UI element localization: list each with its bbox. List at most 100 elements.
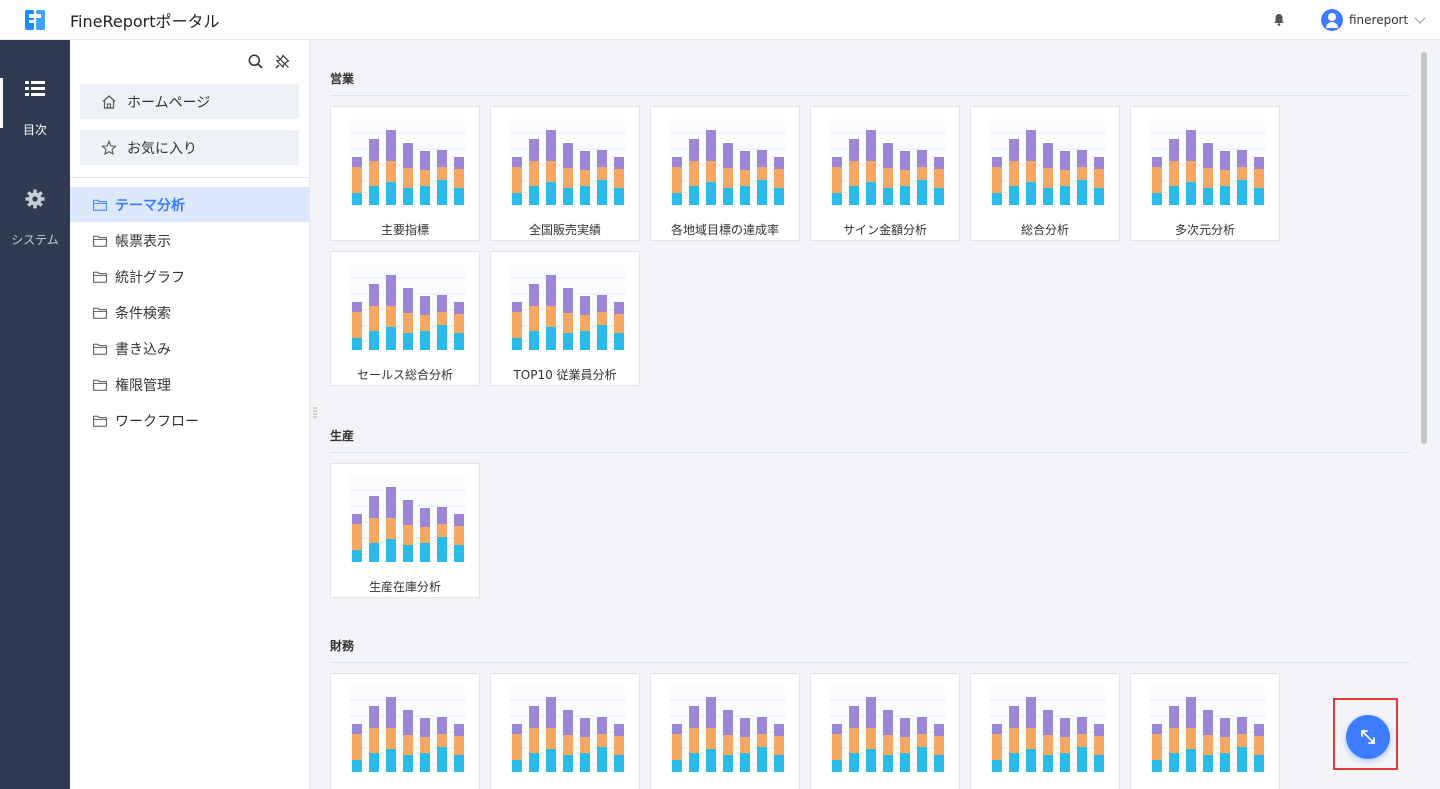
- thumbnail-bar: [386, 130, 396, 161]
- thumbnail-bar: [454, 302, 464, 314]
- thumbnail-bar: [580, 331, 590, 350]
- thumbnail-bar: [614, 169, 624, 188]
- bell-icon[interactable]: [1273, 13, 1285, 26]
- report-card[interactable]: TOP10 従業員分析: [490, 251, 640, 386]
- report-card[interactable]: [970, 673, 1120, 789]
- thumbnail-bar: [1077, 717, 1087, 734]
- thumbnail-bar: [689, 186, 699, 205]
- report-thumbnail-chart: [989, 686, 1105, 772]
- thumbnail-bar: [546, 697, 556, 728]
- thumbnail-bar: [512, 724, 522, 734]
- thumbnail-bar: [832, 760, 842, 772]
- thumbnail-bar: [883, 143, 893, 168]
- thumbnail-bar: [689, 161, 699, 186]
- unpin-icon[interactable]: [275, 54, 290, 69]
- thumbnail-bar: [672, 157, 682, 167]
- thumbnail-bar: [1169, 139, 1179, 161]
- thumbnail-bar: [723, 710, 733, 735]
- thumbnail-bar: [900, 151, 910, 170]
- quick-item-home[interactable]: ホームページ: [80, 84, 299, 119]
- section-title: 生産: [330, 429, 355, 443]
- thumbnail-bar: [1043, 710, 1053, 735]
- thumbnail-bar: [403, 525, 413, 545]
- report-card[interactable]: 多次元分析: [1130, 106, 1280, 241]
- thumbnail-bar: [512, 734, 522, 760]
- username[interactable]: finereport: [1349, 13, 1409, 27]
- folder-item[interactable]: 権限管理: [70, 367, 310, 402]
- thumbnail-bar: [512, 193, 522, 205]
- report-card-label: TOP10 従業員分析: [513, 368, 617, 382]
- report-thumbnail-chart: [509, 686, 625, 772]
- thumbnail-bar: [1043, 143, 1053, 168]
- thumbnail-bar: [563, 755, 573, 772]
- thumbnail-bar: [1077, 747, 1087, 772]
- folder-item[interactable]: ワークフロー: [70, 403, 310, 438]
- thumbnail-bar: [437, 180, 447, 205]
- thumbnail-bar: [563, 710, 573, 735]
- thumbnail-bar: [420, 718, 430, 737]
- thumbnail-bar: [437, 150, 447, 167]
- thumbnail-bar: [352, 312, 362, 338]
- report-card[interactable]: [490, 673, 640, 789]
- thumbnail-bar: [580, 151, 590, 170]
- thumbnail-bar: [723, 143, 733, 168]
- report-card[interactable]: [810, 673, 960, 789]
- thumbnail-bar: [546, 275, 556, 306]
- thumbnail-bar: [614, 724, 624, 736]
- thumbnail-bar: [386, 539, 396, 562]
- report-card[interactable]: セールス総合分析: [330, 251, 480, 386]
- thumbnail-bar: [849, 161, 859, 186]
- report-thumbnail-chart: [829, 119, 945, 205]
- report-card[interactable]: [330, 673, 480, 789]
- thumbnail-bar: [1043, 188, 1053, 205]
- folder-item[interactable]: 書き込み: [70, 331, 310, 366]
- report-card[interactable]: [1130, 673, 1280, 789]
- thumbnail-bar: [352, 550, 362, 562]
- thumbnail-bar: [1094, 157, 1104, 169]
- thumbnail-bar: [546, 130, 556, 161]
- thumbnail-bar: [369, 284, 379, 306]
- thumbnail-bar: [1203, 188, 1213, 205]
- report-card[interactable]: 主要指標: [330, 106, 480, 241]
- thumbnail-bar: [563, 333, 573, 350]
- thumbnail-bar: [1237, 717, 1247, 734]
- chevron-down-icon[interactable]: [1414, 12, 1426, 24]
- report-card[interactable]: 全国販売実績: [490, 106, 640, 241]
- resize-handle-icon[interactable]: [313, 407, 317, 419]
- gear-icon: [25, 189, 45, 209]
- report-card[interactable]: 各地域目標の達成率: [650, 106, 800, 241]
- thumbnail-bar: [900, 718, 910, 737]
- thumbnail-bar: [1254, 736, 1264, 755]
- thumbnail-bar: [1220, 737, 1230, 753]
- report-card[interactable]: [650, 673, 800, 789]
- folder-item[interactable]: 統計グラフ: [70, 259, 310, 294]
- quick-item-favorites[interactable]: お気に入り: [80, 130, 299, 165]
- finereport-logo[interactable]: [25, 9, 45, 30]
- folder-item[interactable]: 帳票表示: [70, 223, 310, 258]
- user-menu[interactable]: finereport: [1321, 9, 1426, 31]
- scrollbar[interactable]: [1421, 52, 1427, 444]
- report-card[interactable]: 総合分析: [970, 106, 1120, 241]
- thumbnail-bar: [1237, 150, 1247, 167]
- nav-item-contents[interactable]: 目次: [0, 74, 70, 144]
- folder-item[interactable]: 条件検索: [70, 295, 310, 330]
- nav-item-system[interactable]: システム: [0, 186, 70, 256]
- thumbnail-bar: [1237, 180, 1247, 205]
- report-card[interactable]: 生産在庫分析: [330, 463, 480, 598]
- thumbnail-bar: [420, 315, 430, 331]
- thumbnail-bar: [1254, 724, 1264, 736]
- expand-button[interactable]: [1346, 715, 1390, 759]
- avatar[interactable]: [1321, 9, 1343, 31]
- thumbnail-bar: [352, 302, 362, 312]
- star-icon: [101, 139, 117, 155]
- folder-item[interactable]: テーマ分析: [70, 187, 310, 222]
- thumbnail-bar: [774, 724, 784, 736]
- thumbnail-bar: [1169, 161, 1179, 186]
- thumbnail-bar: [369, 543, 379, 562]
- thumbnail-bar: [866, 728, 876, 749]
- thumbnail-bar: [1094, 188, 1104, 205]
- search-icon[interactable]: [248, 54, 263, 69]
- report-card[interactable]: サイン金額分析: [810, 106, 960, 241]
- folder-label: テーマ分析: [115, 197, 185, 214]
- thumbnail-bar: [757, 167, 767, 180]
